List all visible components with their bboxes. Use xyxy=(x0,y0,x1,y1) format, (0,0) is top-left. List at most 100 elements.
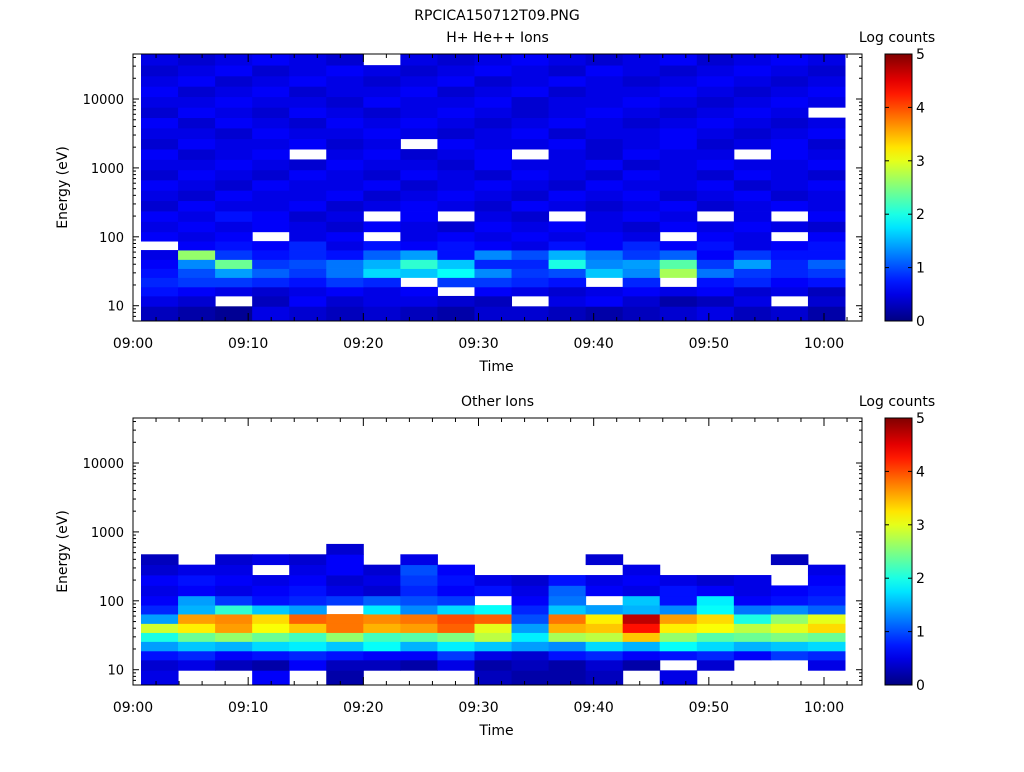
heatmap-cell xyxy=(770,221,809,233)
heatmap-cell xyxy=(437,623,475,633)
heatmap-cell xyxy=(585,605,624,615)
heatmap-cell xyxy=(178,259,216,269)
heatmap-cell xyxy=(511,241,550,251)
heatmap-cell xyxy=(400,211,438,222)
heatmap-cell xyxy=(622,179,661,191)
heatmap-cell xyxy=(215,595,253,606)
heatmap-cell xyxy=(178,268,216,278)
heatmap-cell xyxy=(807,564,846,576)
heatmap-cell xyxy=(289,241,327,251)
heatmap-cell xyxy=(141,595,179,606)
heatmap-cell xyxy=(215,277,253,288)
heatmap-cell xyxy=(141,75,179,87)
heatmap-cell xyxy=(585,149,624,160)
heatmap-cell xyxy=(659,641,698,652)
heatmap-cell xyxy=(659,595,698,606)
heatmap-cell xyxy=(807,179,846,191)
heatmap-cell xyxy=(289,641,327,652)
heatmap-cell xyxy=(659,75,698,87)
heatmap-cell xyxy=(437,159,475,171)
heatmap-cell xyxy=(215,241,253,251)
heatmap-cell xyxy=(437,268,475,278)
heatmap-cell xyxy=(511,250,550,260)
heatmap-cell xyxy=(585,159,624,171)
heatmap-cell xyxy=(363,86,401,98)
heatmap-cell xyxy=(622,250,661,260)
heatmap-cell xyxy=(511,605,550,615)
heatmap-cell xyxy=(770,259,809,269)
colorbar-label: Log counts xyxy=(859,394,935,410)
heatmap-cell xyxy=(326,86,364,98)
plot-frame xyxy=(132,417,863,686)
heatmap-cell xyxy=(622,259,661,269)
heatmap-cell xyxy=(215,86,253,98)
heatmap-cell xyxy=(215,632,253,642)
heatmap-cell xyxy=(474,614,513,624)
heatmap-cell xyxy=(585,54,624,66)
heatmap-cell xyxy=(252,86,290,98)
heatmap-cell xyxy=(289,54,327,66)
heatmap-cell xyxy=(807,268,846,278)
heatmap-cell xyxy=(252,659,290,671)
heatmap-cell xyxy=(474,605,513,615)
heatmap-cell xyxy=(585,670,624,686)
heatmap-cell xyxy=(215,605,253,615)
heatmap-cell xyxy=(363,595,401,606)
heatmap-cell xyxy=(400,286,438,297)
heatmap-cell xyxy=(659,190,698,202)
heatmap-cell xyxy=(215,585,253,597)
colorbar-tick-label: 0 xyxy=(916,678,925,694)
heatmap-cell xyxy=(733,128,772,140)
heatmap-cell xyxy=(622,221,661,233)
y-tick-label: 1000 xyxy=(91,162,124,177)
heatmap-cell xyxy=(400,585,438,597)
heatmap-cell xyxy=(141,211,179,222)
heatmap-cell xyxy=(807,241,846,251)
heatmap-cell xyxy=(511,670,550,686)
heatmap-cell xyxy=(733,117,772,129)
heatmap-cell xyxy=(696,250,735,260)
heatmap-cell xyxy=(437,86,475,98)
heatmap-cell xyxy=(215,614,253,624)
y-tick-label: 10000 xyxy=(83,457,124,472)
heatmap-cell xyxy=(622,149,661,160)
heatmap-cell xyxy=(548,623,587,633)
heatmap-cell xyxy=(659,117,698,129)
heatmap-cell xyxy=(585,623,624,633)
heatmap-cell xyxy=(696,268,735,278)
heatmap-cell xyxy=(696,585,735,597)
colorbar-tick-label: 4 xyxy=(916,464,925,480)
heatmap-cell xyxy=(622,632,661,642)
heatmap-cell xyxy=(511,231,550,242)
heatmap-cell xyxy=(696,641,735,652)
heatmap-cell xyxy=(511,117,550,129)
heatmap-cell xyxy=(141,259,179,269)
heatmap-cell xyxy=(585,117,624,129)
x-axis: 09:00 09:10 09:20 09:30 09:40 09:50 10:00 Time xyxy=(113,54,848,375)
heatmap-cell xyxy=(289,107,327,119)
colorbar-tick-label: 5 xyxy=(916,47,925,63)
heatmap-cell xyxy=(807,128,846,140)
heatmap-cell xyxy=(585,96,624,108)
heatmap-cell xyxy=(252,179,290,191)
heatmap-cell xyxy=(511,138,550,150)
heatmap-cell xyxy=(807,86,846,98)
heatmap-cell xyxy=(437,306,475,322)
heatmap-cell xyxy=(326,670,364,686)
heatmap-cell xyxy=(215,117,253,129)
heatmap-cell xyxy=(548,179,587,191)
heatmap-cell xyxy=(770,641,809,652)
heatmap-cell xyxy=(622,585,661,597)
heatmap-cell xyxy=(696,179,735,191)
heatmap-cell xyxy=(289,117,327,129)
heatmap-cell xyxy=(511,179,550,191)
heatmap-cell xyxy=(178,128,216,140)
heatmap-cell xyxy=(548,231,587,242)
heatmap-cell xyxy=(178,241,216,251)
heatmap-cell xyxy=(622,564,661,576)
heatmap-cell xyxy=(141,250,179,260)
heatmap-cell xyxy=(474,575,513,586)
heatmap-cell xyxy=(696,259,735,269)
